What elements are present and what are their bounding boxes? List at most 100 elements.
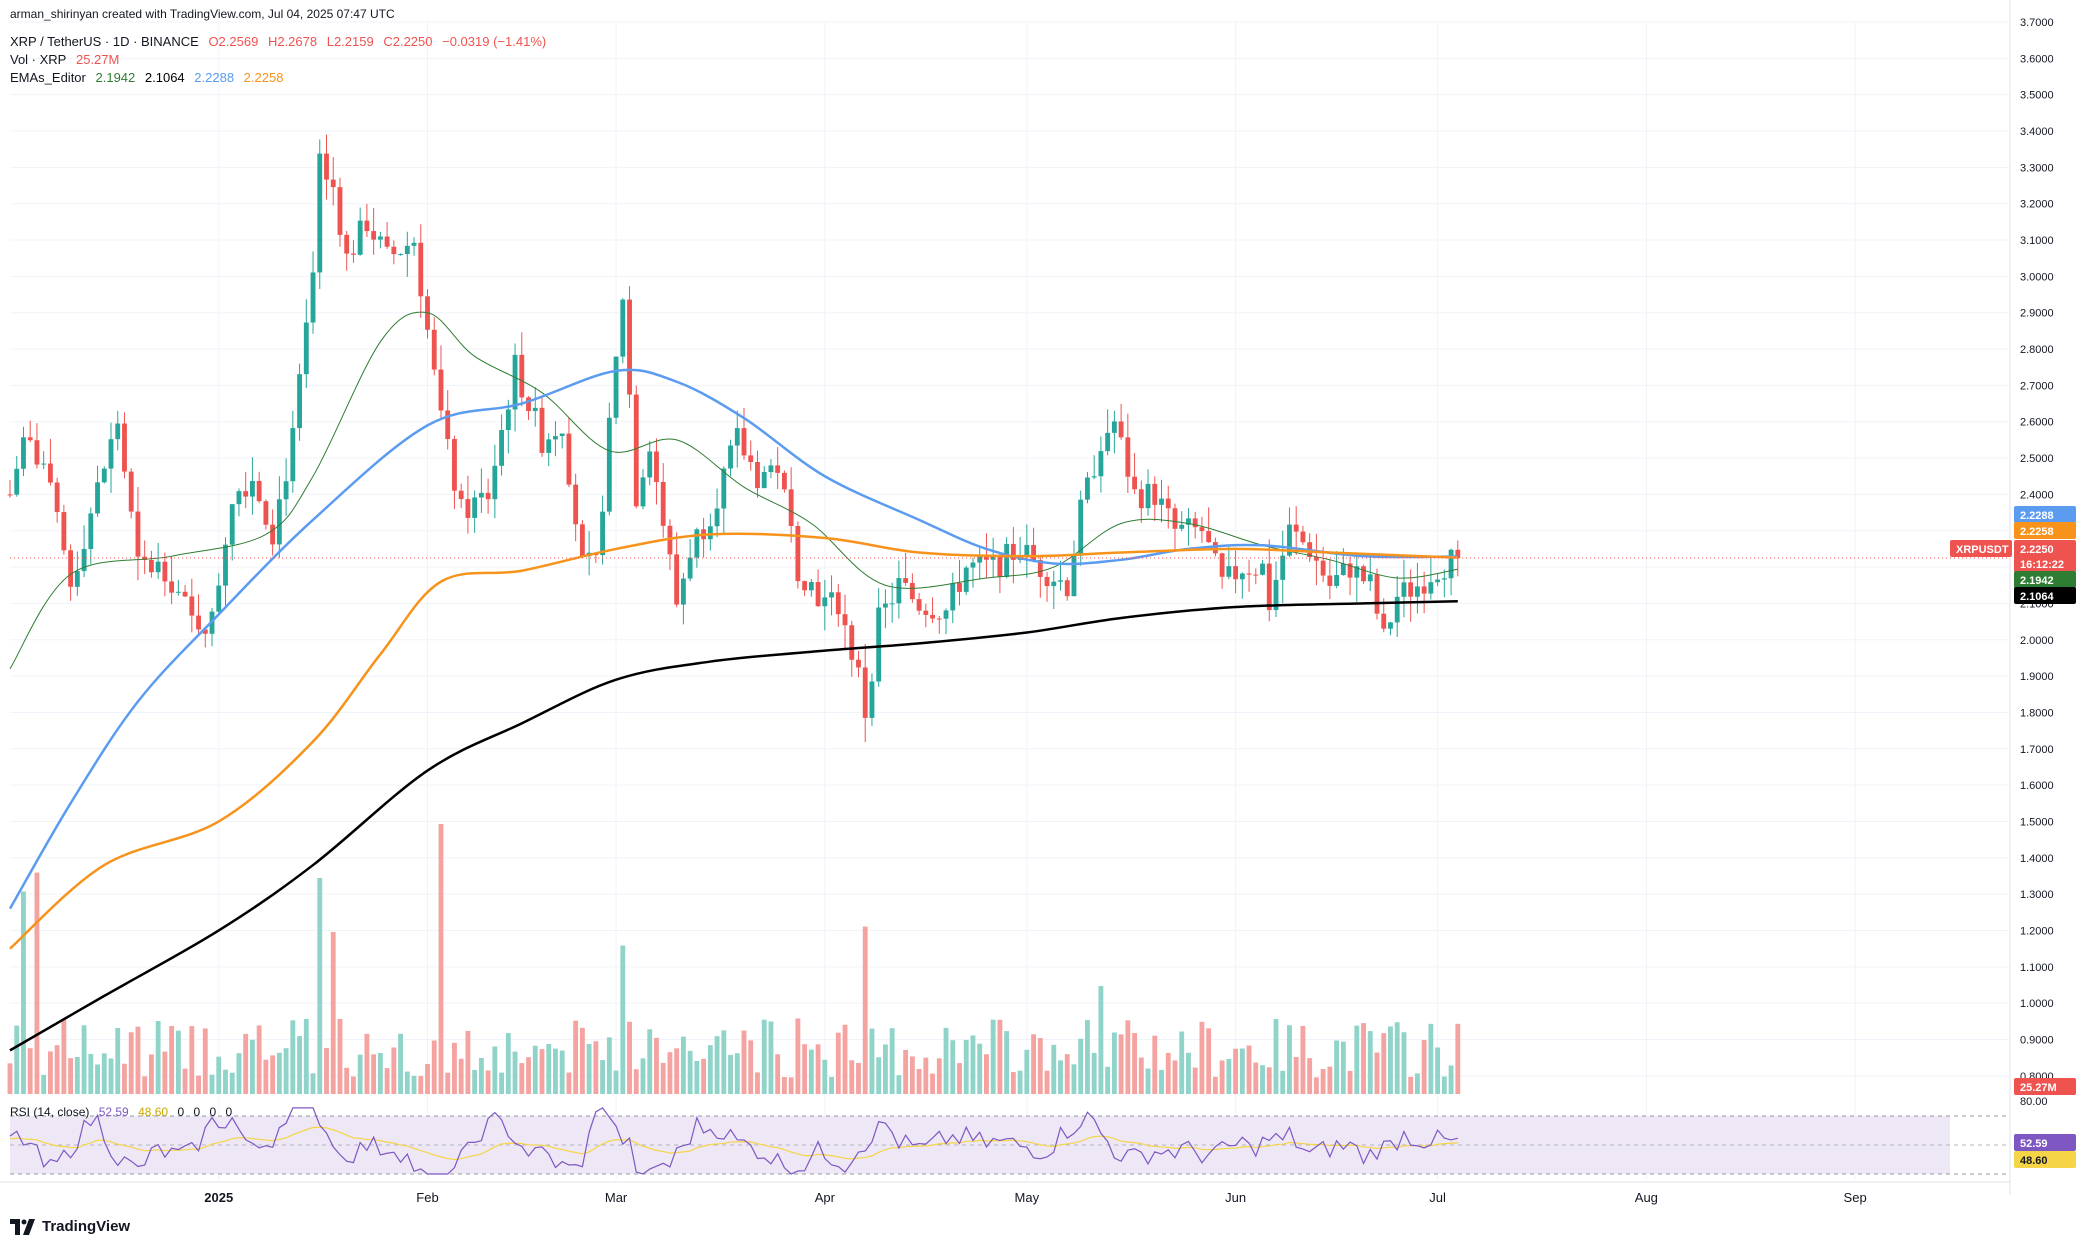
ohlc-high: H2.2678 xyxy=(267,34,318,49)
candle-body xyxy=(1071,555,1077,597)
volume-bar xyxy=(559,1050,565,1094)
price-tick-label: 1.3000 xyxy=(2020,889,2054,901)
volume-bar xyxy=(472,1069,478,1094)
volume-bar xyxy=(478,1057,484,1094)
candle-body xyxy=(1010,543,1016,560)
price-label: 2.2258 xyxy=(2020,526,2054,538)
candle-body xyxy=(283,481,289,500)
candle-body xyxy=(1172,508,1178,529)
price-label: 2.2250 xyxy=(2020,544,2054,556)
volume-bar xyxy=(707,1045,713,1094)
volume-bar xyxy=(1388,1026,1393,1094)
candle-body xyxy=(1132,476,1138,490)
candle-body xyxy=(478,492,484,498)
volume-bar xyxy=(640,1058,646,1094)
price-tick-label: 2.6000 xyxy=(2020,417,2054,429)
candle-body xyxy=(526,397,531,412)
volume-bar xyxy=(452,1042,457,1094)
ema-line xyxy=(9,599,1458,1052)
volume-bar xyxy=(357,1054,363,1094)
candle-body xyxy=(1266,563,1272,611)
volume-bar xyxy=(1266,1067,1272,1094)
volume-bar xyxy=(930,1073,935,1094)
candle-body xyxy=(303,322,309,375)
candle-body xyxy=(667,525,673,555)
candle-body xyxy=(889,603,895,605)
candle-body xyxy=(1199,527,1205,532)
tradingview-brand[interactable]: TradingView xyxy=(10,1218,130,1235)
candle-body xyxy=(1441,578,1447,580)
rsi-pane xyxy=(9,1107,2010,1175)
volume-bar xyxy=(1199,1021,1205,1094)
volume-bar xyxy=(936,1058,942,1094)
volume-bar xyxy=(903,1049,909,1094)
ema-label: EMAs_Editor xyxy=(10,70,86,85)
candle-body xyxy=(936,618,942,620)
volume-bar xyxy=(573,1020,579,1094)
price-tick-label: 1.0000 xyxy=(2020,998,2054,1010)
volume-bar xyxy=(600,1060,606,1094)
candle-body xyxy=(970,562,976,568)
volume-bar xyxy=(1260,1065,1265,1094)
candle-body xyxy=(351,253,356,255)
time-tick-label: Jul xyxy=(1429,1190,1446,1205)
volume-bar xyxy=(546,1043,552,1094)
volume-bar xyxy=(1219,1060,1225,1094)
candle-body xyxy=(990,556,996,560)
rsi-ma-label: 48.60 xyxy=(2020,1155,2048,1167)
volume-bar xyxy=(1125,1020,1131,1094)
volume-bar xyxy=(701,1058,707,1094)
candle-body xyxy=(1004,543,1010,577)
time-tick-label: May xyxy=(1015,1190,1040,1205)
candle-body xyxy=(465,499,471,518)
candle-body xyxy=(842,614,848,626)
price-label-bg xyxy=(2014,522,2076,539)
price-tick-label: 1.8000 xyxy=(2020,707,2054,719)
volume-legend[interactable]: Vol · XRP 25.27M xyxy=(10,52,125,68)
volume-bar xyxy=(1186,1052,1191,1094)
candle-body xyxy=(1334,575,1340,586)
volume-bar xyxy=(283,1048,289,1094)
candle-body xyxy=(674,554,680,605)
volume-bar xyxy=(1435,1047,1441,1094)
candle-body xyxy=(963,567,969,592)
volume-bar xyxy=(654,1037,659,1094)
candle-body xyxy=(1287,524,1292,556)
volume-bar xyxy=(1179,1031,1185,1094)
ohlc-change: −0.0319 (−1.41%) xyxy=(442,34,547,49)
candle-body xyxy=(647,451,653,478)
symbol-legend[interactable]: XRP / TetherUS · 1D · BINANCE O2.2569 H2… xyxy=(10,34,552,50)
volume-bar xyxy=(1287,1025,1292,1094)
candle-body xyxy=(47,463,53,483)
symbol-name: XRP / TetherUS · 1D · BINANCE xyxy=(10,34,199,49)
candle-body xyxy=(1253,574,1259,576)
candle-body xyxy=(721,468,727,509)
volume-bar xyxy=(303,1018,309,1094)
volume-bar xyxy=(182,1068,188,1094)
volume-bar xyxy=(1441,1076,1447,1094)
rsi-legend[interactable]: RSI (14, close) 52.59 48.60 0 0 0 0 xyxy=(10,1104,238,1120)
volume-bar xyxy=(290,1020,296,1094)
volume-last-label: 25.27M xyxy=(2020,1082,2057,1094)
volume-bar xyxy=(128,1032,134,1094)
volume-bar xyxy=(1145,1068,1151,1094)
volume-bar xyxy=(7,1063,13,1094)
volume-bar xyxy=(539,1049,545,1094)
candle-body xyxy=(263,501,269,525)
candle-body xyxy=(539,407,545,453)
volume-bar xyxy=(856,1062,861,1094)
candle-body xyxy=(1192,518,1198,528)
volume-bar xyxy=(418,1076,424,1094)
candle-body xyxy=(499,430,505,466)
ema-legend[interactable]: EMAs_Editor 2.1942 2.1064 2.2288 2.2258 xyxy=(10,70,289,86)
volume-bar xyxy=(950,1040,956,1094)
candle-body xyxy=(559,433,565,437)
ema-line xyxy=(9,311,1458,670)
volume-value: 25.27M xyxy=(75,52,120,67)
candle-body xyxy=(835,592,841,615)
price-label: 2.1942 xyxy=(2020,575,2054,587)
time-axis[interactable]: 2025 Feb Mar Apr May Jun Jul Aug Sep xyxy=(0,1181,2010,1205)
volume-bar xyxy=(1152,1035,1158,1094)
candle-body xyxy=(1064,580,1070,597)
